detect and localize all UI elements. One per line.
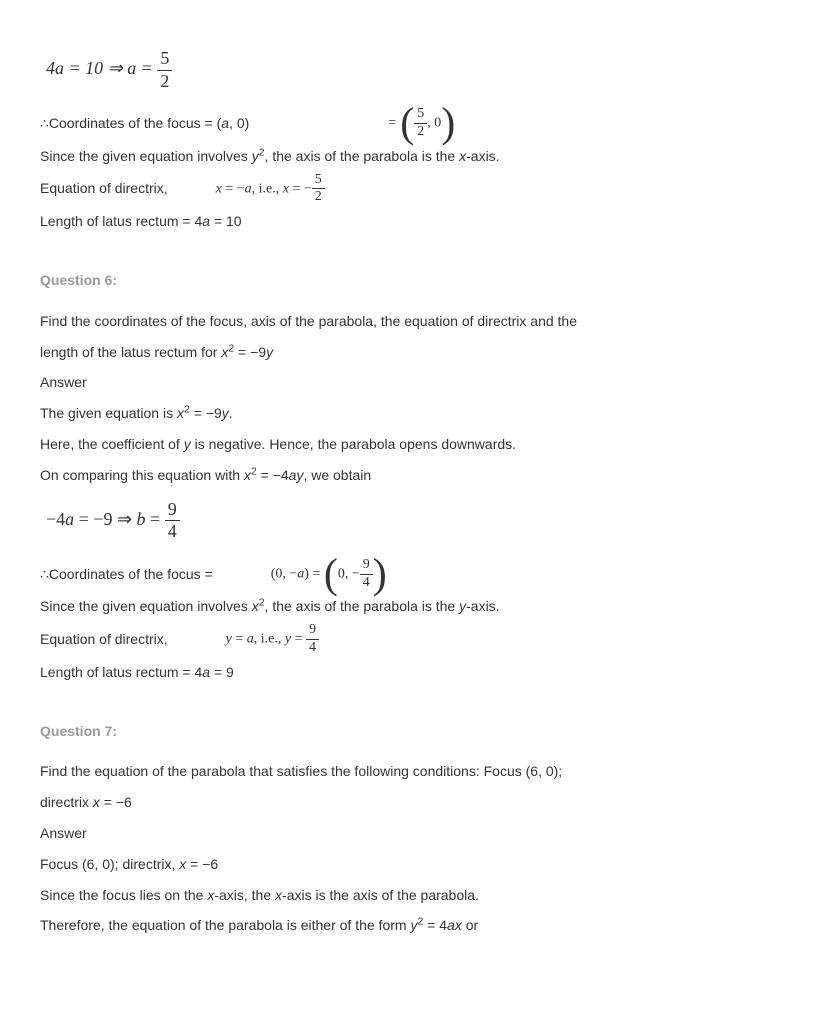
focus-coordinates-1: ∴Coordinates of the focus = (a, 0) = (52… (40, 106, 800, 141)
q6-compare: On comparing this equation with x2 = −4a… (40, 460, 800, 491)
question-6-heading: Question 6: (40, 265, 800, 296)
latus-rectum-1: Length of latus rectum = 4a = 10 (40, 206, 800, 237)
q7-axis: Since the focus lies on the x-axis, the … (40, 880, 800, 911)
directrix-equation-2: Equation of directrix, y = a, i.e., y = … (40, 622, 800, 657)
q6-answer-label: Answer (40, 367, 800, 398)
q7-given: Focus (6, 0); directrix, x = −6 (40, 849, 800, 880)
q6-prompt-line2: length of the latus rectum for x2 = −9y (40, 337, 800, 368)
axis-statement-1: Since the given equation involves y2, th… (40, 141, 800, 172)
q7-prompt-line2: directrix x = −6 (40, 787, 800, 818)
axis-statement-2: Since the given equation involves x2, th… (40, 591, 800, 622)
q7-answer-label: Answer (40, 818, 800, 849)
equation-minus4a: −4a = −9 ⇒ b = 94 (40, 499, 800, 543)
q6-prompt-line1: Find the coordinates of the focus, axis … (40, 306, 800, 337)
q6-coefficient: Here, the coefficient of y is negative. … (40, 429, 800, 460)
q6-given: The given equation is x2 = −9y. (40, 398, 800, 429)
latus-rectum-2: Length of latus rectum = 4a = 9 (40, 657, 800, 688)
focus-coordinates-2: ∴Coordinates of the focus = (0, −a) = (0… (40, 557, 800, 592)
q7-prompt-line1: Find the equation of the parabola that s… (40, 756, 800, 787)
equation-4a-10: 4a = 10 ⇒ a = 52 (40, 48, 800, 92)
question-7-heading: Question 7: (40, 716, 800, 747)
q7-form: Therefore, the equation of the parabola … (40, 910, 800, 941)
directrix-equation-1: Equation of directrix, x = −a, i.e., x =… (40, 172, 800, 207)
